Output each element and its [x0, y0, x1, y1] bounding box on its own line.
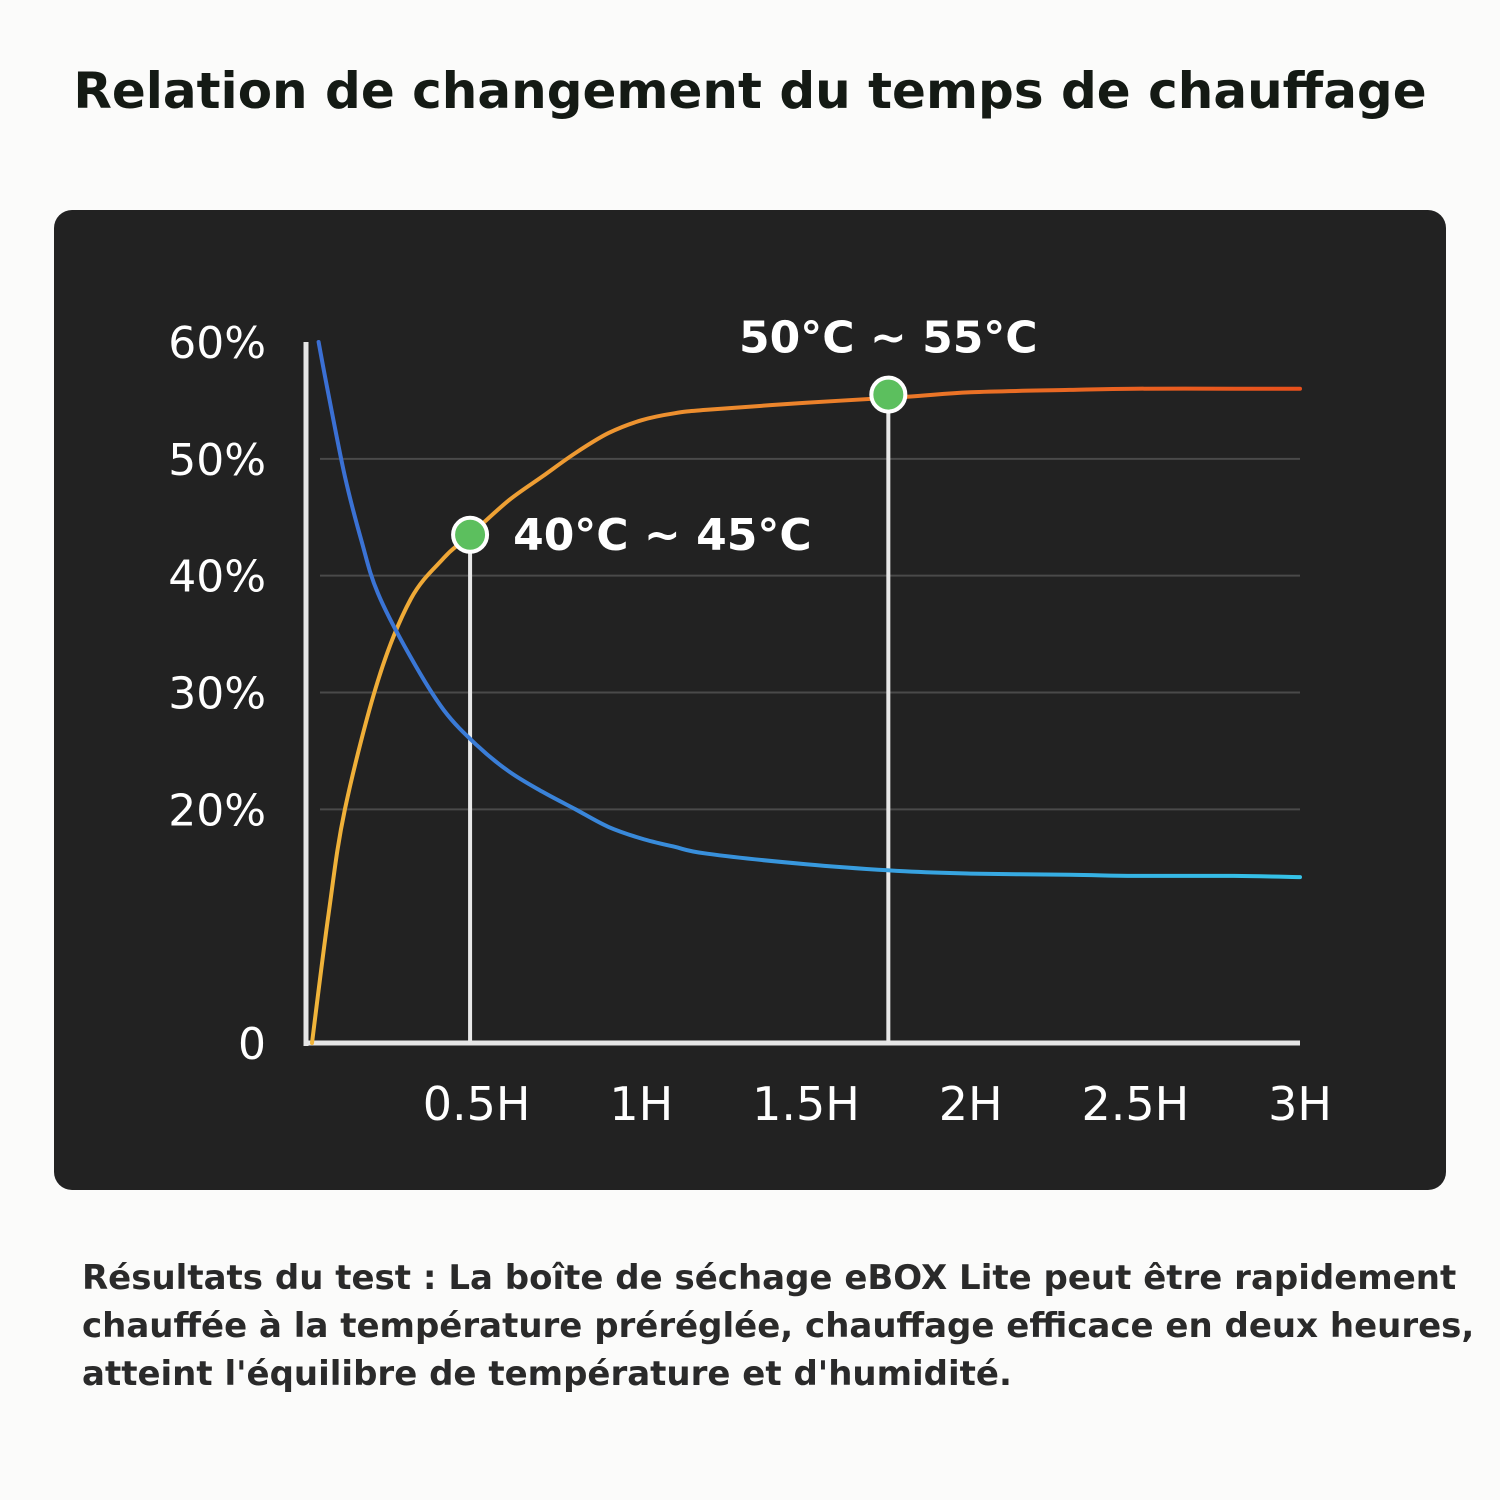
x-tick-label: 1.5H [752, 1077, 860, 1131]
series-line-1 [316, 340, 1302, 880]
y-tick-label: 0 [238, 1019, 266, 1070]
y-tick-label: 60% [168, 318, 266, 369]
annotation-marker [451, 515, 490, 554]
annotation-marker [869, 375, 908, 414]
chart-plot: 0 20% 30% 40% 50% 60% 0.5H 1H 1.5H 2H 2.5H 3H 40°C ~… [168, 313, 1332, 1131]
description-text: Résultats du test : La boîte de séchage … [82, 1258, 1475, 1394]
chart-panel: 0 20% 30% 40% 50% 60% 0.5H 1H 1.5H 2H 2.5H 3H 40°C ~… [54, 210, 1446, 1190]
series-line-0 [310, 386, 1302, 1045]
x-tick-label: 0.5H [423, 1077, 531, 1131]
page-title: Relation de changement du temps de chauf… [73, 62, 1427, 120]
x-tick-label: 3H [1268, 1077, 1332, 1131]
y-tick-label: 30% [168, 669, 266, 720]
y-tick-label: 20% [168, 785, 266, 836]
annotation-label: 40°C ~ 45°C [513, 510, 812, 561]
x-tick-label: 2.5H [1081, 1077, 1189, 1131]
y-tick-label: 50% [168, 435, 266, 486]
x-tick-label: 2H [939, 1077, 1003, 1131]
annotation-label: 50°C ~ 55°C [739, 313, 1038, 364]
y-tick-label: 40% [168, 552, 266, 603]
x-tick-label: 1H [609, 1077, 673, 1131]
